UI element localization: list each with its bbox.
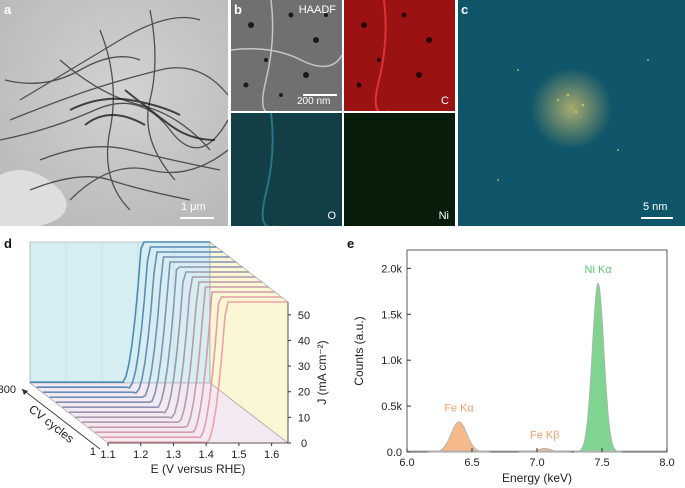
cv-curve-1 xyxy=(30,241,210,384)
map-tag-nickel: Ni xyxy=(438,210,449,222)
panel-b-oxygen-map: O xyxy=(231,113,342,226)
panel-b-label: b xyxy=(234,2,242,17)
x-tick-label: 1.4 xyxy=(199,449,214,461)
panel-a-tem-image: a 1 μm xyxy=(0,0,228,226)
x-tick-label: 8.0 xyxy=(659,457,674,469)
z-axis xyxy=(21,388,101,450)
y-tick-label: 30 xyxy=(298,361,310,373)
peak-label: Fe Kβ xyxy=(530,429,560,441)
y-tick-label: 0.5k xyxy=(381,401,402,413)
x-tick-label: 7.5 xyxy=(594,457,609,469)
scale-bar xyxy=(641,217,673,219)
x-tick-label: 1.6 xyxy=(264,449,279,461)
x-tick-label: 1.2 xyxy=(133,449,148,461)
cv-curve-6 xyxy=(62,266,243,408)
x-tick-label: 6.5 xyxy=(464,457,479,469)
cv-curve-8 xyxy=(75,276,256,419)
panel-b-haadf-map: b HAADF 200 nm xyxy=(231,0,342,111)
oxygen-map-image xyxy=(231,113,342,226)
y-tick-label: 1.0k xyxy=(381,355,402,367)
peak-label: Fe Kα xyxy=(444,403,474,415)
plot-frame xyxy=(406,249,668,453)
tem-image xyxy=(0,0,228,226)
panel-b-nickel-map: Ni xyxy=(344,113,455,226)
y-tick-label: 10 xyxy=(298,412,310,424)
peak-3 xyxy=(574,282,622,453)
x-tick-label: 1.1 xyxy=(100,449,115,461)
x-axis-title: Energy (keV) xyxy=(502,471,572,485)
peak-1 xyxy=(427,421,491,453)
x-tick-label: 1.3 xyxy=(166,449,181,461)
panel-c-atomic-map: c 5 nm xyxy=(458,0,685,226)
atomic-map-image xyxy=(458,0,685,226)
x-tick-label: 1.5 xyxy=(231,449,246,461)
y-tick-label: 1.5k xyxy=(381,309,402,321)
y-tick-label: 20 xyxy=(298,387,310,399)
x-tick-label: 7.0 xyxy=(529,457,544,469)
cv-curve-2 xyxy=(36,246,217,389)
y-tick-label: 40 xyxy=(298,335,310,347)
x-tick-label: 6.0 xyxy=(399,457,414,469)
panel-d-chart: 1.1 1.2 1.3 1.4 1.5 1.6 E (V versus RHE) 0 10 20 3… xyxy=(0,241,329,476)
cv-curve-4 xyxy=(49,256,230,398)
scale-bar xyxy=(303,94,337,96)
scale-bar-label: 5 nm xyxy=(643,201,668,213)
haadf-image xyxy=(231,0,342,111)
panel-e-chart: Fe Kα Fe Kβ Ni Kα 6.0 6.5 7.0 7.5 8.0 0.0 0.5k 1.0… xyxy=(352,249,675,485)
nickel-map-image xyxy=(344,113,455,226)
panel-b-carbon-map: C xyxy=(344,0,455,111)
carbon-map-image xyxy=(344,0,455,111)
y-tick-label: 50 xyxy=(298,310,310,322)
y-tick-label: 0 xyxy=(301,438,307,450)
cv-curve-13 xyxy=(108,301,288,444)
panel-d-label: d xyxy=(4,236,12,251)
y-tick-label: 2.0k xyxy=(381,263,402,275)
y-axis-title: Counts (a.u.) xyxy=(352,316,366,385)
cv-curve-7 xyxy=(69,271,249,414)
scale-bar-label: 200 nm xyxy=(297,96,331,107)
y-tick-label: 0.0 xyxy=(387,447,402,459)
cv-curve-10 xyxy=(88,286,269,428)
panel-c-label: c xyxy=(461,2,469,17)
cv-curve-11 xyxy=(95,291,275,433)
panel-e-label: e xyxy=(347,236,355,251)
cv-curve-3 xyxy=(43,251,223,394)
peak-label: Ni Kα xyxy=(585,264,613,276)
scale-bar xyxy=(180,217,214,219)
x-axis-title: E (V versus RHE) xyxy=(151,462,246,476)
z-tick-label: 300 xyxy=(0,384,16,396)
map-tag-carbon: C xyxy=(441,95,449,107)
cv-curve-5 xyxy=(56,261,236,403)
y-axis-title: J (mA cm⁻²) xyxy=(315,340,329,404)
cv-curve-12 xyxy=(101,296,282,439)
peak-2 xyxy=(518,447,571,453)
map-tag-haadf: HAADF xyxy=(298,4,336,16)
panel-a-label: a xyxy=(4,2,12,17)
map-tag-oxygen: O xyxy=(327,210,336,222)
z-axis-arrow xyxy=(22,389,28,395)
z-tick-label: 1 xyxy=(90,446,96,458)
scale-bar-label: 1 μm xyxy=(181,201,206,213)
cv-curve-9 xyxy=(82,281,262,423)
